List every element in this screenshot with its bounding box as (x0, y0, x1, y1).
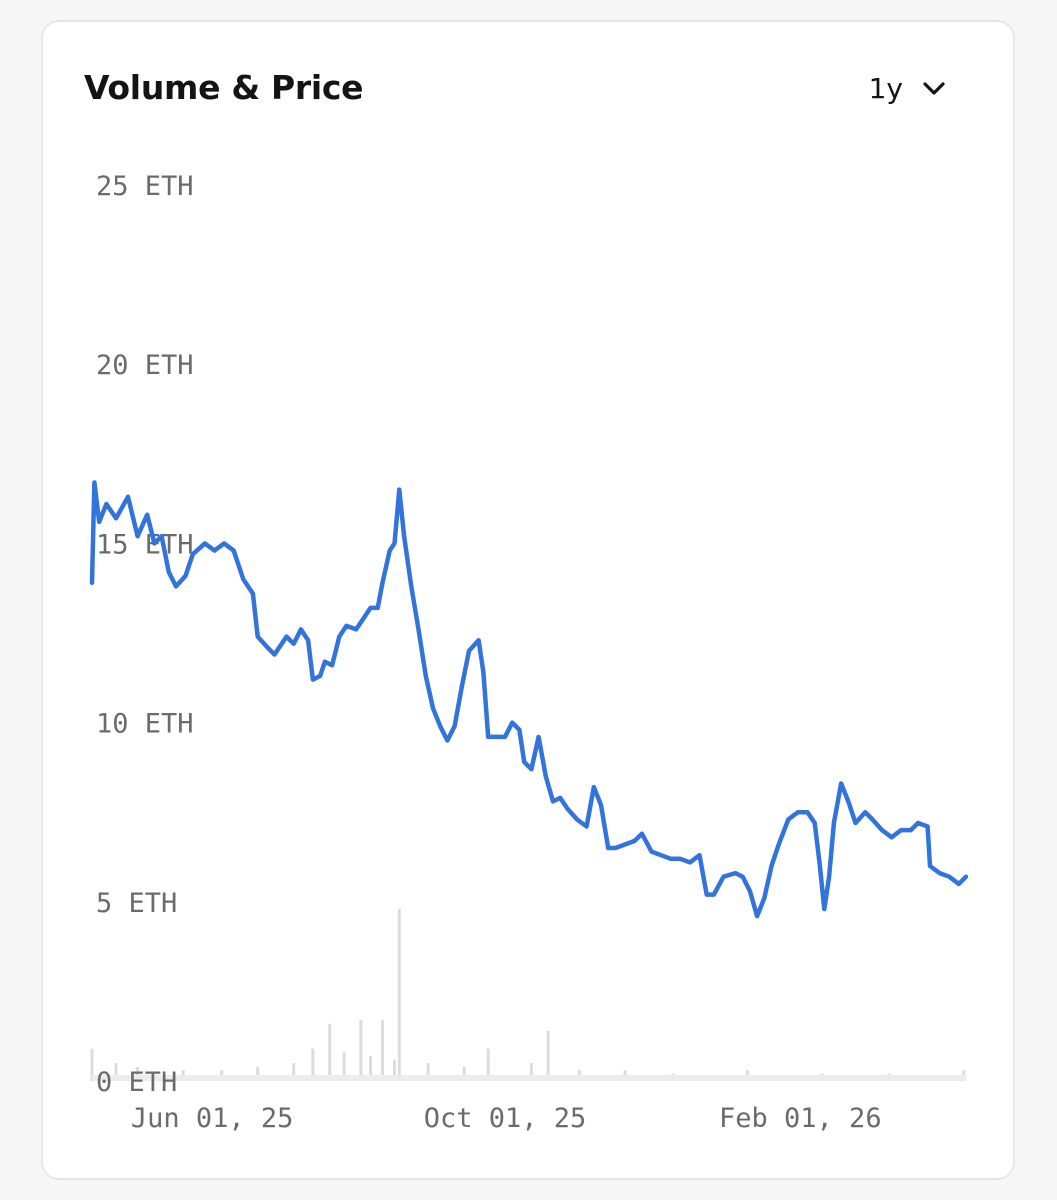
volume-bar (90, 1048, 94, 1081)
volume-bar (369, 1055, 372, 1081)
volume-bar (342, 1052, 346, 1081)
volume-bar (546, 1030, 550, 1081)
y-tick-label: 20 ETH (96, 350, 194, 381)
volume-bar (292, 1063, 296, 1081)
volume-bar (381, 1020, 384, 1081)
time-range-dropdown[interactable]: 1y (869, 72, 947, 105)
volume-bar (114, 1063, 118, 1081)
y-tick-label: 15 ETH (96, 529, 194, 560)
volume-bar (426, 1063, 430, 1081)
volume-bar (311, 1048, 315, 1081)
volume-baseline (92, 1075, 966, 1081)
volume-bar (256, 1066, 260, 1081)
volume-bar (328, 1023, 332, 1081)
time-range-value: 1y (868, 72, 903, 105)
volume-bar (397, 909, 401, 1081)
volume-bar (393, 1059, 396, 1081)
x-tick-label: Oct 01, 25 (424, 1103, 587, 1134)
price-line (89, 480, 969, 919)
y-tick-label: 5 ETH (96, 888, 177, 919)
x-axis-ticks: Jun 01, 25 Oct 01, 25 Feb 01, 26 (131, 1103, 882, 1134)
volume-bar (136, 1066, 140, 1081)
x-tick-label: Jun 01, 25 (131, 1103, 294, 1134)
y-tick-label: 0 ETH (96, 1067, 177, 1098)
card-title: Volume & Price (84, 68, 364, 107)
y-tick-label: 25 ETH (96, 171, 194, 202)
x-tick-label: Feb 01, 26 (719, 1103, 882, 1134)
volume-bar (529, 1063, 533, 1081)
chevron-down-icon (923, 81, 945, 95)
volume-bar (462, 1066, 466, 1081)
volume-bar (359, 1020, 363, 1081)
volume-price-card: Volume & Price 1y (41, 20, 1015, 1180)
y-axis-ticks: 25 ETH 20 ETH 15 ETH 10 ETH 5 ETH 0 ETH (96, 171, 194, 1098)
price-line-layer (89, 480, 969, 919)
volume-bar (486, 1048, 490, 1081)
volume-bars (90, 909, 966, 1081)
y-tick-label: 10 ETH (96, 709, 194, 740)
